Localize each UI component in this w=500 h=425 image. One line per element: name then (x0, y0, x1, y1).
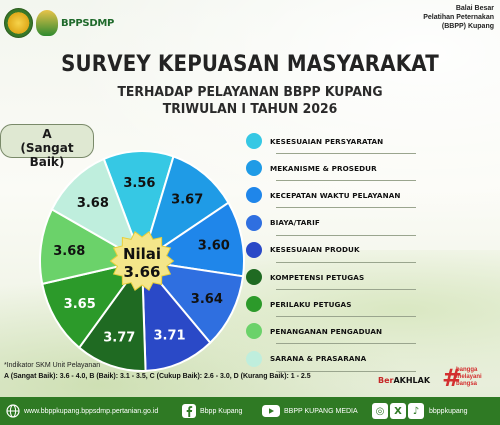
slice-value-label: 3.68 (77, 196, 109, 211)
legend-swatch (246, 187, 262, 204)
bangga-line: bangsa (456, 381, 478, 387)
legend-item: MEKANISME & PROSEDUR (246, 159, 377, 177)
legend-divider (276, 234, 416, 236)
pie-svg: 3.56 3.67 3.60 3.64 3.71 3.77 3.65 3.68 3.68 Nila… (39, 150, 245, 372)
legend-item: PERILAKU PETUGAS (246, 295, 351, 313)
legend-divider (276, 207, 416, 209)
legend-label: KOMPETENSI PETUGAS (270, 272, 365, 282)
bppsdmp-logo-icon (36, 10, 59, 36)
pie-slice (140, 258, 212, 372)
legend-swatch (246, 160, 262, 177)
footer-bar: www.bbppkupang.bppsdmp.pertanian.go.id B… (0, 397, 500, 425)
slice-value-label: 3.71 (153, 328, 185, 343)
pie-slice (77, 258, 147, 372)
legend-divider (276, 261, 416, 263)
legend-label: KECEPATAN WAKTU PELAYANAN (270, 190, 401, 200)
globe-icon (6, 404, 20, 418)
legend-item: PENANGANAN PENGADUAN (246, 322, 382, 340)
indicator-note: *Indikator SKM Unit Pelayanan (4, 362, 101, 369)
bangga-line: bangga (456, 367, 478, 373)
instagram-icon[interactable]: ◎ (372, 403, 388, 419)
legend-item: KESESUAIAN PERSYARATAN (246, 132, 383, 150)
x-icon[interactable]: X (390, 403, 406, 419)
page-subtitle: TERHADAP PELAYANAN BBPP KUPANG TRIWULAN … (20, 84, 480, 118)
pie-slice (41, 259, 145, 350)
tiktok-icon[interactable]: ♪ (408, 403, 424, 419)
legend-swatch (246, 323, 262, 340)
legend-label: BIAYA/TARIF (270, 218, 320, 228)
kementan-logo-icon (4, 8, 34, 38)
legend-label: MEKANISME & PROSEDUR (270, 163, 377, 173)
social-handle: bbppkupang (429, 407, 468, 415)
slice-value-label: 3.65 (64, 297, 96, 312)
legend-swatch (246, 350, 262, 367)
legend-swatch (246, 214, 262, 231)
grade-label: (Sangat Baik) (20, 141, 74, 169)
pie-slice (102, 150, 175, 265)
legend-swatch (246, 133, 262, 149)
logo-text: BPPSDMP (61, 17, 114, 29)
center-value: 3.66 (123, 263, 160, 281)
center-label: Nilai (123, 245, 161, 263)
legend-divider (276, 153, 416, 154)
legend-item: KOMPETENSI PETUGAS (246, 268, 364, 286)
grade-badge: A (Sangat Baik) (0, 124, 94, 169)
bangga-line: melayani (456, 374, 482, 380)
legend-divider (276, 343, 416, 345)
institution-line: Balai Besar (455, 5, 494, 12)
hash-icon: # (442, 364, 463, 392)
legend-label: PENANGANAN PENGADUAN (270, 326, 383, 336)
youtube-text: BBPP KUPANG MEDIA (284, 407, 358, 415)
slice-value-label: 3.60 (198, 239, 230, 254)
institution-line: Pelatihan Peternakan (423, 14, 494, 21)
website-link[interactable]: www.bbppkupang.bppsdmp.pertanian.go.id (6, 404, 158, 418)
slice-value-label: 3.64 (191, 292, 223, 307)
legend-item: BIAYA/TARIF (246, 214, 320, 232)
pie-slice (139, 259, 245, 345)
youtube-icon (262, 405, 280, 417)
institution-name: Balai Besar Pelatihan Peternakan (BBPP) … (423, 4, 494, 31)
slice-value-label: 3.56 (123, 176, 155, 191)
pie-slice (50, 157, 144, 264)
legend-swatch (246, 296, 262, 313)
legend-item: KESESUAIAN PRODUK (246, 241, 360, 259)
legend-divider (276, 316, 416, 318)
berakhlak-main: AKHLAK (393, 375, 431, 385)
pie-chart: 3.56 3.67 3.60 3.64 3.71 3.77 3.65 3.68 3.68 Nila… (39, 150, 245, 372)
facebook-link[interactable]: Bbpp Kupang (182, 404, 242, 418)
berakhlak-prefix: Ber (378, 375, 394, 385)
grade-letter: A (42, 127, 52, 141)
center-starburst (109, 231, 175, 291)
bangga-melayani-logo: # bangga melayani bangsa (442, 364, 498, 394)
logo-block: BPPSDMP (4, 4, 114, 42)
legend-label: KESESUAIAN PRODUK (270, 245, 360, 255)
website-text: www.bbppkupang.bppsdmp.pertanian.go.id (24, 407, 159, 415)
facebook-text: Bbpp Kupang (200, 407, 243, 415)
slice-value-label: 3.68 (53, 244, 85, 259)
youtube-link[interactable]: BBPP KUPANG MEDIA (262, 404, 358, 418)
page-title: SURVEY KEPUASAN MASYARAKAT (61, 52, 439, 77)
legend-label: PERILAKU PETUGAS (270, 299, 352, 309)
slice-value-label: 3.67 (171, 193, 203, 208)
subtitle-line: TERHADAP PELAYANAN BBPP KUPANG (117, 84, 383, 100)
legend-item: SARANA & PRASARANA (246, 350, 366, 368)
facebook-icon (182, 404, 196, 418)
pie-slice (140, 155, 230, 264)
scale-note: A (Sangat Baik): 3.6 - 4.0, B (Baik): 3.… (4, 373, 311, 380)
berakhlak-logo: BerAKHLAK (378, 367, 430, 393)
subtitle-line: TRIWULAN I TAHUN 2026 (162, 101, 338, 117)
social-links: ◎ X ♪ bbppkupang (372, 403, 468, 419)
legend-swatch (246, 241, 262, 258)
legend-divider (276, 289, 416, 290)
legend-swatch (246, 269, 262, 285)
legend-label: SARANA & PRASARANA (270, 354, 367, 364)
slice-value-label: 3.77 (103, 330, 135, 345)
legend-divider (276, 370, 416, 372)
legend-item: KECEPATAN WAKTU PELAYANAN (246, 186, 400, 204)
institution-line: (BBPP) Kupang (441, 23, 494, 30)
legend-divider (276, 180, 416, 182)
legend-label: KESESUAIAN PERSYARATAN (270, 136, 384, 146)
